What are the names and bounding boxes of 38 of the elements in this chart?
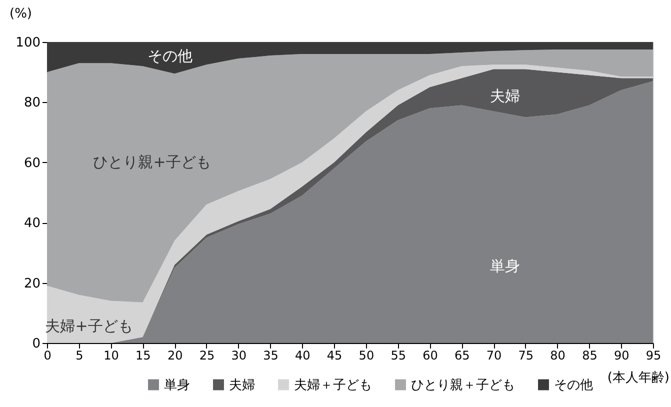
y-tick-label: 0: [32, 336, 40, 352]
y-tick-label: 100: [16, 36, 40, 50]
x-tick-label: 90: [614, 348, 630, 362]
legend-label: ひとり親＋子ども: [411, 378, 515, 393]
x-tick-label: 25: [199, 348, 215, 362]
x-tick-label: 30: [231, 348, 247, 362]
y-axis-title: (%): [10, 6, 32, 22]
x-axis-title: (本人年齢): [607, 370, 670, 386]
x-tick-label: 80: [550, 348, 566, 362]
legend-label: 単身: [164, 378, 190, 393]
x-tick-label: 85: [582, 348, 598, 362]
x-tick-label: 45: [326, 348, 342, 362]
annotation: 夫婦: [490, 87, 520, 105]
x-tick-label: 75: [518, 348, 534, 362]
x-tick-label: 20: [167, 348, 183, 362]
annotation: その他: [148, 47, 192, 65]
legend-label: その他: [554, 378, 593, 393]
x-tick-label: 50: [358, 348, 374, 362]
x-tick-label: 95: [646, 348, 662, 362]
x-tick-label: 65: [454, 348, 470, 362]
annotation: 夫婦+子ども: [45, 317, 133, 335]
x-tick-label: 5: [76, 348, 84, 362]
y-tick-label: 40: [24, 216, 40, 232]
legend-label: 夫婦: [229, 378, 255, 393]
x-tick-label: 55: [390, 348, 406, 362]
y-tick-label: 20: [24, 276, 40, 292]
y-tick-label: 80: [24, 96, 40, 111]
x-tick-label: 70: [486, 348, 502, 362]
x-tick-label: 15: [136, 348, 151, 362]
legend-label: 夫婦＋子ども: [294, 378, 372, 393]
x-tick-label: 35: [263, 348, 278, 362]
x-tick-label: 0: [44, 348, 52, 362]
x-tick-label: 40: [295, 348, 310, 362]
annotation: 単身: [490, 257, 520, 275]
annotation: ひとり親+子ども: [93, 153, 211, 171]
x-tick-label: 10: [104, 348, 119, 362]
x-tick-label: 60: [422, 348, 438, 362]
y-tick-label: 60: [24, 156, 40, 171]
